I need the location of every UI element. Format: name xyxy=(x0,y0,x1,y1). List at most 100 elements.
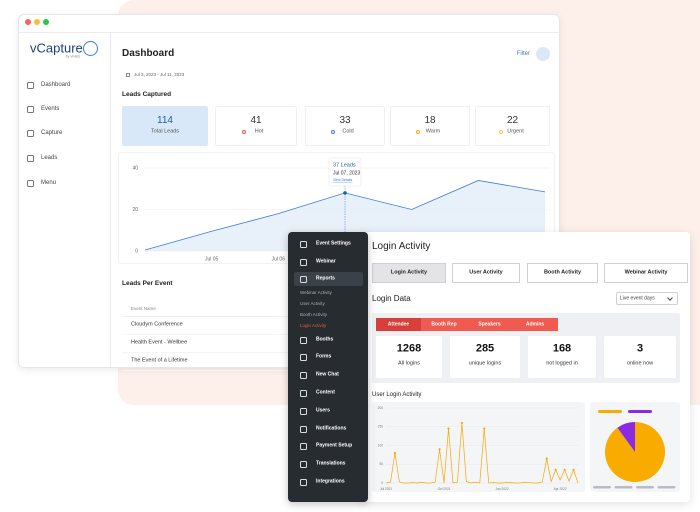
menu-item[interactable]: Forms xyxy=(316,353,332,360)
menu-item[interactable]: New Chat xyxy=(316,371,339,378)
menu-item[interactable]: Webinar xyxy=(316,258,336,265)
menu-item[interactable]: Reports xyxy=(316,275,335,282)
icon xyxy=(27,129,34,137)
x-tick-label: Jul 05 xyxy=(205,256,219,262)
section-heading: Leads Per Event xyxy=(122,279,173,287)
menu-item[interactable]: Integrations xyxy=(316,478,345,485)
icon xyxy=(27,81,34,89)
icon xyxy=(300,389,307,397)
stat-label: Total Leads xyxy=(150,128,180,135)
role-tab-label[interactable]: Booth Rep xyxy=(431,321,457,327)
menu-item[interactable]: Booths xyxy=(316,336,334,343)
point xyxy=(554,468,557,471)
icon xyxy=(300,407,307,415)
legend-placeholder xyxy=(636,486,654,489)
line xyxy=(385,422,579,484)
tab[interactable] xyxy=(527,263,598,283)
icon xyxy=(300,478,307,486)
filter-button[interactable] xyxy=(536,47,550,61)
tab[interactable] xyxy=(372,263,446,283)
stat-value: 168 xyxy=(552,342,572,355)
menu-item[interactable]: Users xyxy=(316,407,330,414)
menu-item[interactable]: Event Settings xyxy=(316,240,351,247)
legend-placeholder xyxy=(593,486,611,489)
stat-label: Warm xyxy=(425,128,441,135)
menu-item[interactable]: Translations xyxy=(316,460,346,467)
calendar-icon xyxy=(126,73,130,77)
menu-item[interactable]: Payment Setup xyxy=(316,442,353,449)
table-cell: The Event of a Lifetime xyxy=(131,357,188,364)
stat-label: Hot xyxy=(254,128,264,135)
tab[interactable] xyxy=(604,263,688,283)
x-tick-label: Jul 2021 xyxy=(380,487,392,491)
menu-item[interactable]: Content xyxy=(316,389,335,396)
y-tick-label: 0 xyxy=(381,481,383,485)
point xyxy=(563,468,566,471)
stat-card xyxy=(475,106,550,146)
role-tab[interactable] xyxy=(421,318,467,331)
submenu-item[interactable]: Booth Activity xyxy=(300,311,328,317)
point xyxy=(545,457,548,460)
role-tab[interactable] xyxy=(512,318,558,331)
tooltip xyxy=(328,157,362,187)
tab-label[interactable]: Login Activity xyxy=(390,269,428,276)
icon xyxy=(27,105,34,113)
tooltip-link[interactable]: View Details xyxy=(333,178,352,182)
icon xyxy=(300,371,307,379)
tab[interactable] xyxy=(452,263,520,283)
icon xyxy=(300,353,307,361)
submenu-item[interactable]: Webinar Activity xyxy=(300,289,332,295)
point xyxy=(438,448,441,451)
stat-dot xyxy=(331,130,335,134)
nav-item[interactable]: Dashboard xyxy=(41,82,71,88)
window-dot xyxy=(25,19,31,25)
role-tab-label[interactable]: Speakers xyxy=(478,321,501,327)
point xyxy=(393,451,397,455)
stat-label: Urgent xyxy=(507,128,524,135)
stat-label: unique logins xyxy=(468,360,502,367)
table-rule xyxy=(122,334,292,335)
nav-item[interactable]: Menu xyxy=(41,180,57,186)
table-rule xyxy=(122,316,292,317)
role-tab[interactable] xyxy=(467,318,512,331)
active-menu xyxy=(294,272,363,286)
stat-label: not logged in xyxy=(546,360,578,367)
stat-label: online now xyxy=(626,360,654,367)
y-tick-label: 0 xyxy=(135,248,138,254)
stat-card xyxy=(450,336,520,378)
submenu-item[interactable]: Login Activity xyxy=(300,322,327,328)
menu-item[interactable]: Notifications xyxy=(316,425,347,432)
role-tab-label[interactable]: Attendee xyxy=(387,321,410,327)
y-tick-label: 40 xyxy=(132,165,138,171)
nav-item[interactable]: Events xyxy=(41,106,60,112)
legend-placeholder xyxy=(657,486,676,489)
submenu-item[interactable]: User Activity xyxy=(300,300,325,306)
icon xyxy=(300,442,307,450)
point xyxy=(483,427,486,430)
stat-card xyxy=(215,106,297,146)
filter-label[interactable]: Filter xyxy=(516,51,530,57)
stat-value: 1268 xyxy=(396,342,422,355)
legend-placeholder xyxy=(614,486,633,489)
tooltip-title: 37 Leads xyxy=(333,162,356,168)
stat-dot xyxy=(242,130,246,134)
stat-card xyxy=(376,336,442,378)
nav-item[interactable]: Capture xyxy=(41,130,63,136)
role-tab[interactable] xyxy=(376,318,421,331)
stat-value: 285 xyxy=(475,342,495,355)
chart-background xyxy=(372,402,585,492)
role-tab-label[interactable]: Admins xyxy=(525,321,545,327)
icon xyxy=(300,275,307,283)
dropdown[interactable] xyxy=(616,292,678,305)
page-title: Dashboard xyxy=(122,48,175,59)
nav-item[interactable]: Leads xyxy=(41,155,58,161)
tab-label[interactable]: Webinar Activity xyxy=(624,269,668,276)
tab-label[interactable]: User Activity xyxy=(469,269,503,276)
tab-label[interactable]: Booth Activity xyxy=(543,269,582,276)
section-heading: Leads Captured xyxy=(122,90,172,98)
point xyxy=(447,427,450,430)
dropdown-label[interactable]: Live event days xyxy=(620,295,655,301)
sidebar-divider xyxy=(110,33,111,367)
page-title: Login Activity xyxy=(372,241,431,252)
